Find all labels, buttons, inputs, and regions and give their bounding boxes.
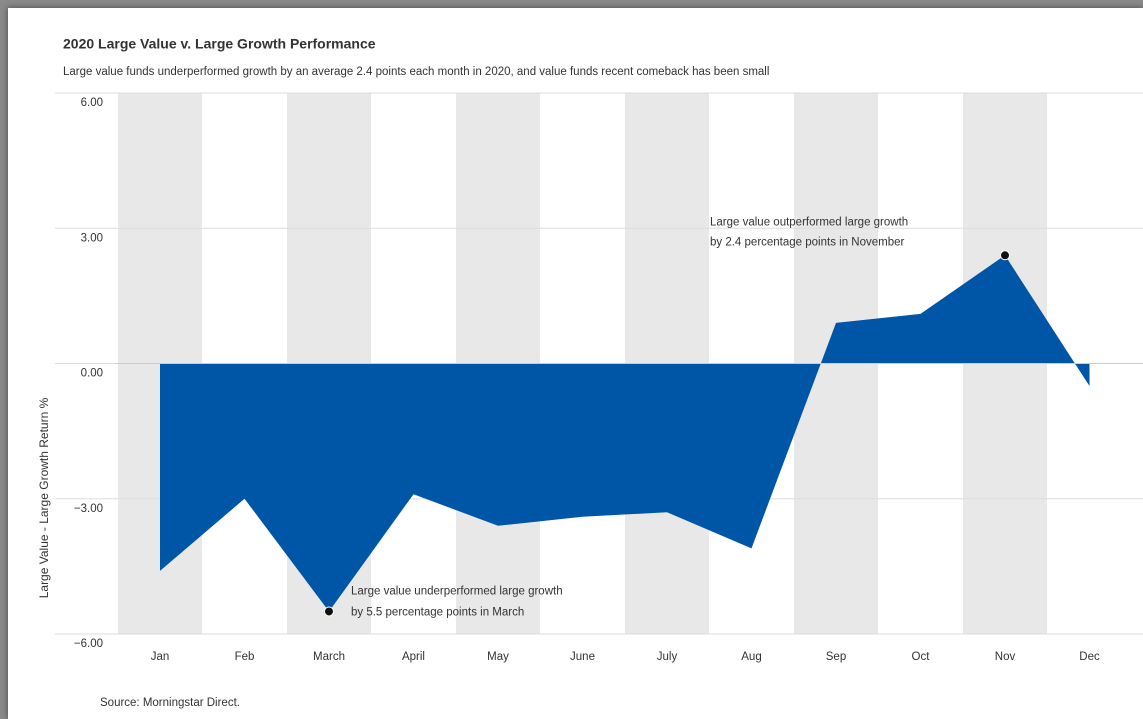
x-tick-label: Sep	[826, 651, 846, 663]
chart-subtitle: Large value funds underperformed growth …	[63, 66, 769, 78]
source: Source: Morningstar Direct.	[100, 697, 240, 709]
x-tick-label: June	[570, 651, 595, 663]
annotation-text: Large value outperformed large growth	[710, 216, 908, 228]
annotation-text: by 2.4 percentage points in November	[710, 236, 905, 248]
y-tick-label: −3.00	[74, 503, 103, 515]
x-tick-label: Aug	[741, 651, 761, 663]
annotation-dot	[324, 606, 334, 617]
x-tick-label: Jan	[151, 651, 170, 663]
y-axis-label: Large Value - Large Growth Return %	[37, 397, 51, 598]
y-tick-label: 0.00	[81, 368, 103, 380]
x-tick-label: Oct	[912, 651, 931, 663]
annotation-text: by 5.5 percentage points in March	[351, 606, 524, 618]
x-tick-label: May	[487, 651, 509, 663]
y-tick-label: 3.00	[81, 232, 103, 244]
y-tick-label: 6.00	[81, 97, 103, 109]
annotation-dot	[1000, 250, 1010, 261]
x-tick-label: July	[657, 651, 678, 663]
annotation-text: Large value underperformed large growth	[351, 585, 563, 597]
x-tick-label: Nov	[995, 651, 1016, 663]
y-tick-label: −6.00	[74, 638, 103, 650]
area	[160, 255, 1090, 612]
chart-title: 2020 Large Value v. Large Growth Perform…	[63, 36, 376, 52]
x-tick-label: April	[402, 651, 425, 663]
x-tick-label: Feb	[235, 651, 255, 663]
x-tick-label: March	[313, 651, 345, 663]
x-tick-label: Dec	[1079, 651, 1100, 663]
